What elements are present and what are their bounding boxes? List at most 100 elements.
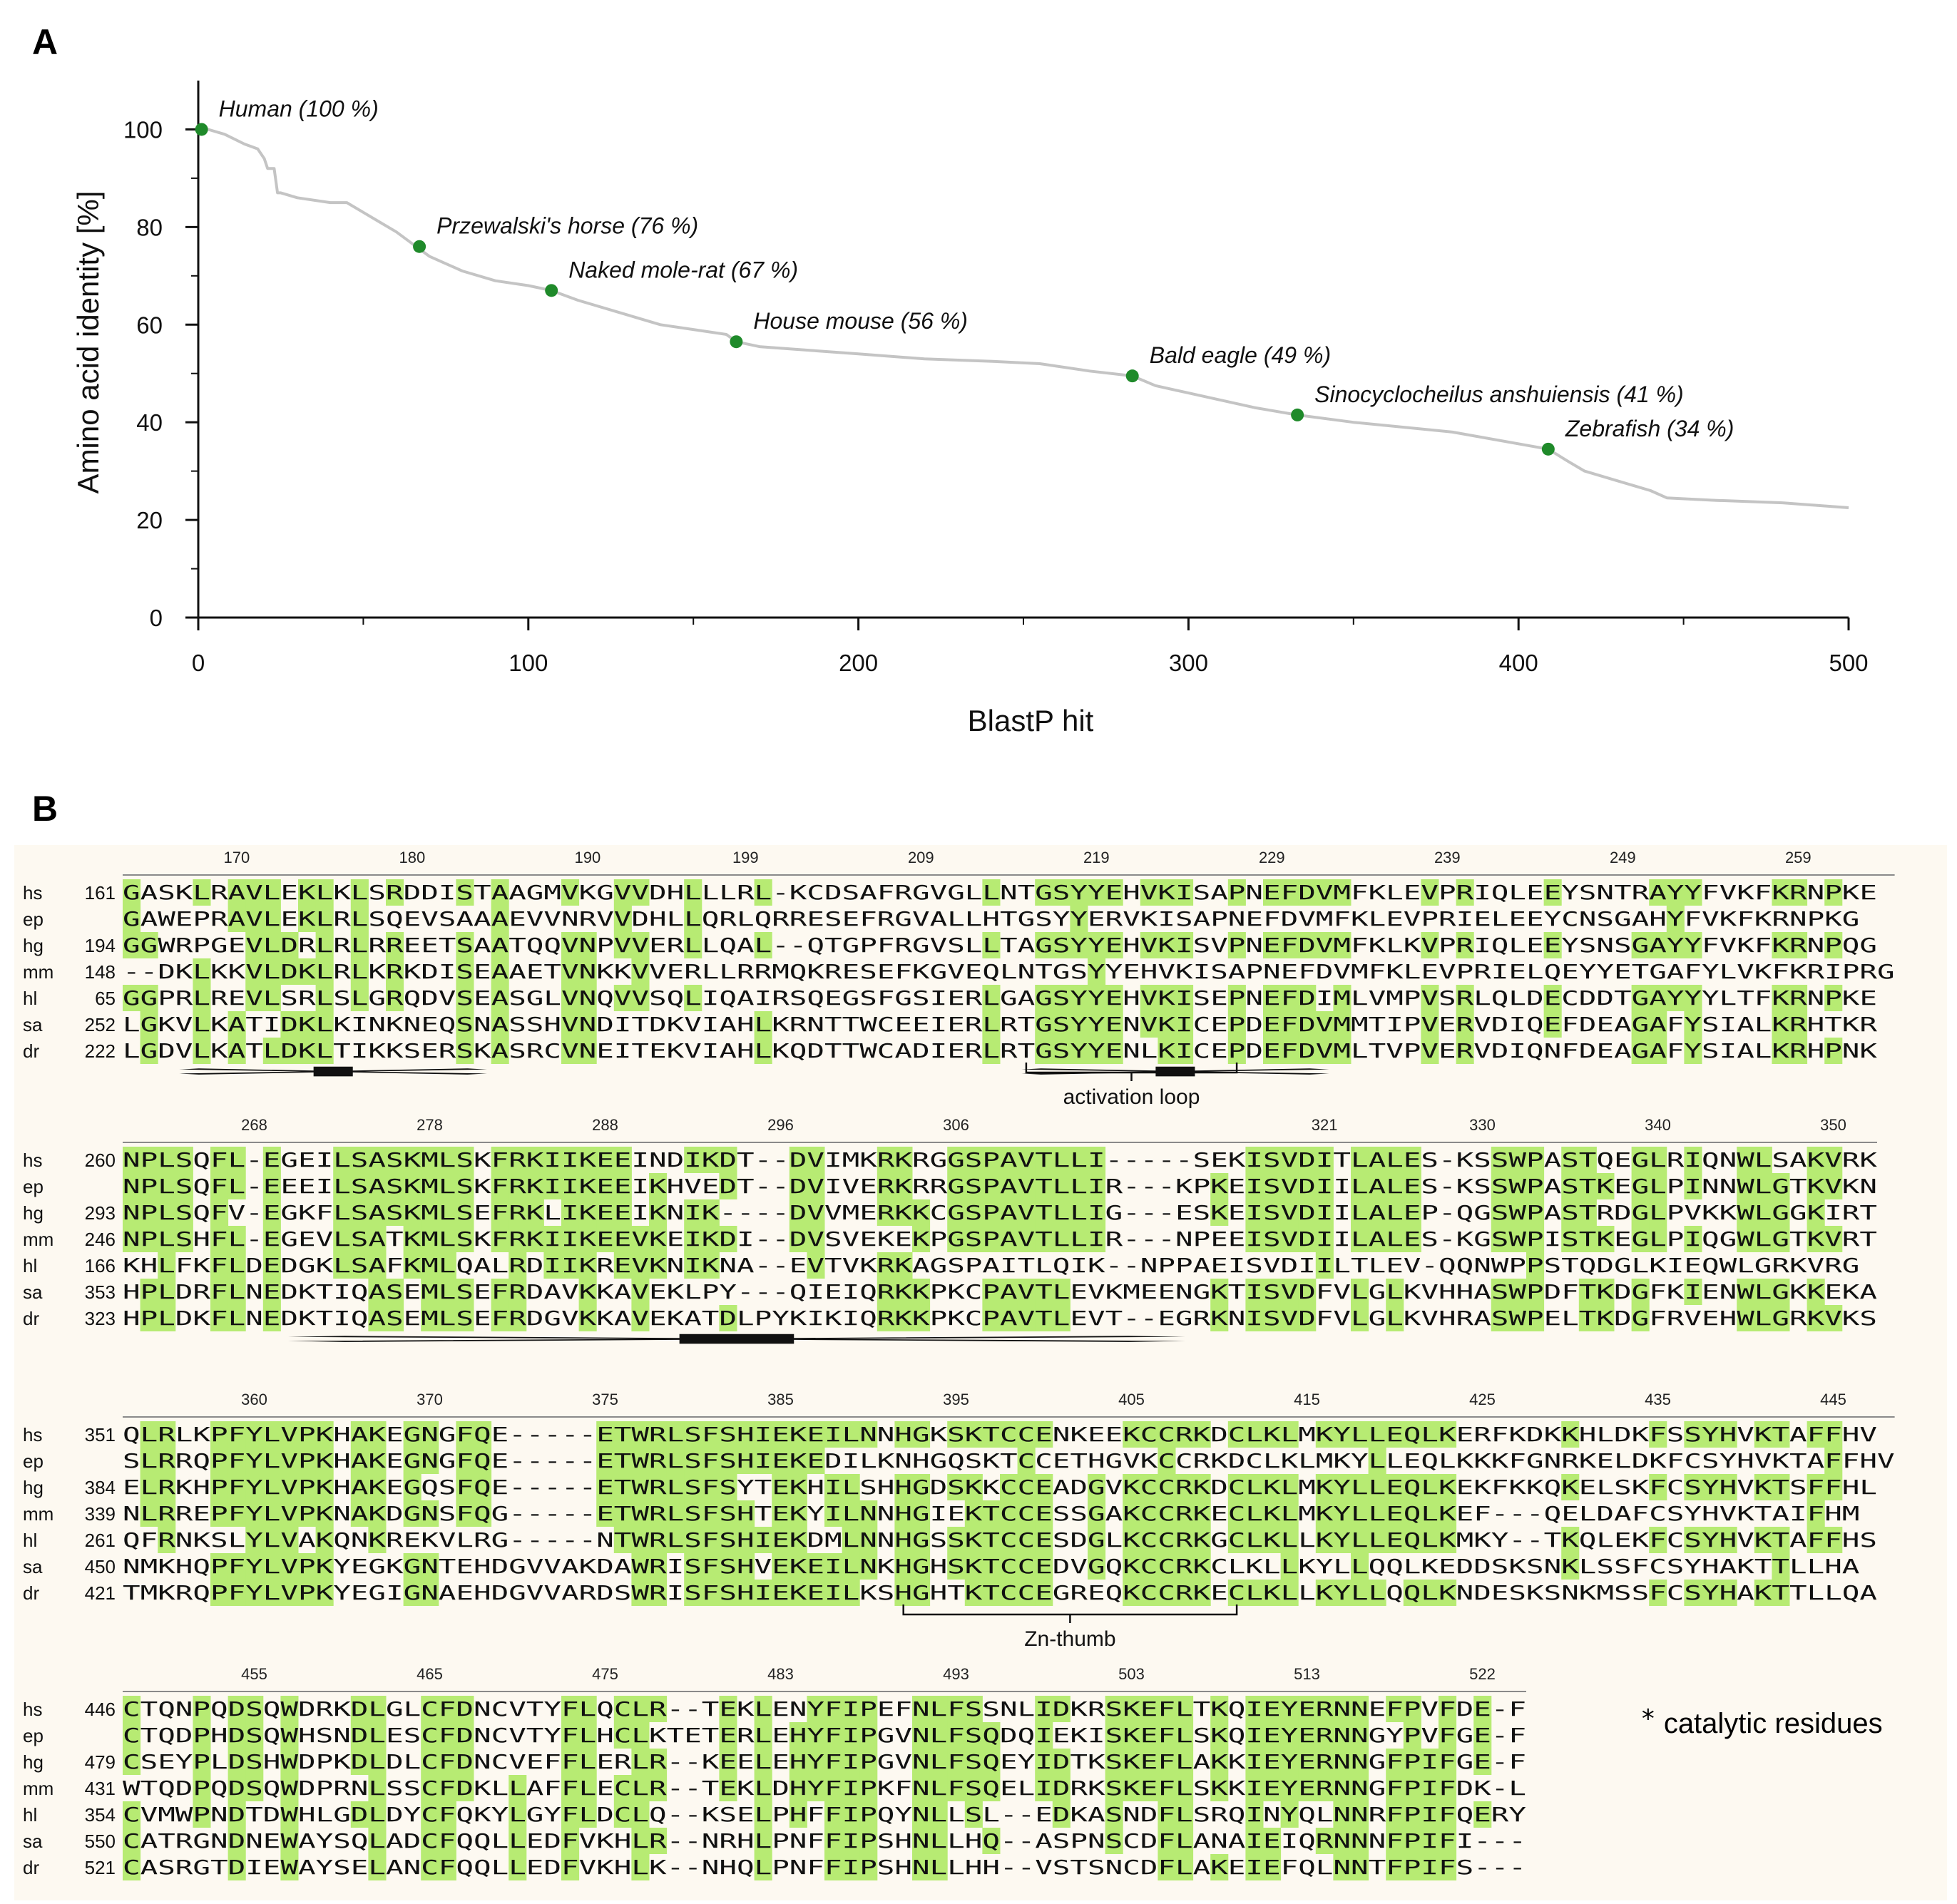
x-axis-label: BlastP hit (968, 704, 1094, 737)
residue-highlight (701, 1147, 720, 1173)
residue-highlight (1175, 1696, 1194, 1722)
residue-highlight (1052, 1038, 1071, 1064)
residue-highlight (964, 1527, 983, 1553)
residue-highlight (1175, 1421, 1194, 1448)
species-code: sa (23, 1556, 43, 1577)
residue-highlight (368, 1722, 387, 1749)
residue-highlight (1403, 1801, 1421, 1828)
residue-highlight (543, 1226, 562, 1252)
residue-highlight (1386, 1749, 1404, 1775)
start-position: 148 (85, 961, 116, 983)
residue-highlight (631, 1749, 650, 1775)
residue-highlight (719, 1305, 737, 1331)
residue-highlight (1227, 1038, 1246, 1064)
y-axis-label: Amino acid identity [%] (71, 191, 105, 494)
residue-highlight (1368, 1527, 1386, 1553)
residue-highlight (403, 1421, 421, 1448)
residue-highlight (280, 1527, 299, 1553)
residue-highlight (596, 1173, 615, 1199)
residue-highlight (1473, 1801, 1492, 1828)
residue-highlight (1631, 1038, 1650, 1064)
species-code: dr (23, 1040, 39, 1062)
residue-highlight (877, 1252, 895, 1279)
residue-highlight (210, 1279, 229, 1305)
residue-highlight (1070, 985, 1088, 1011)
residue-highlight (631, 1722, 650, 1749)
residue-highlight (1702, 1580, 1720, 1606)
residue-highlight (123, 1854, 141, 1880)
residue-highlight (1719, 1421, 1737, 1448)
residue-highlight (1192, 1527, 1211, 1553)
residue-highlight (789, 1500, 807, 1527)
sequence-text: QLRLKPFYLVPKHAKEGNGFQE-----ETWRLSFSHIEKE… (123, 1423, 1877, 1446)
residue-highlight (859, 1722, 878, 1749)
residue-highlight (947, 1474, 966, 1500)
residue-highlight (1158, 1749, 1176, 1775)
residue-highlight (1666, 906, 1685, 932)
residue-highlight (350, 1474, 369, 1500)
y-tick-label: 20 (136, 507, 163, 533)
residue-highlight (701, 1448, 720, 1474)
residue-highlight (1561, 1199, 1580, 1226)
residue-highlight (1421, 1527, 1439, 1553)
residue-highlight (701, 1421, 720, 1448)
residue-highlight (1333, 1500, 1351, 1527)
residue-highlight (421, 1448, 439, 1474)
residue-highlight (491, 1226, 509, 1252)
residue-highlight (1315, 879, 1334, 906)
residue-highlight (666, 1527, 685, 1553)
sequence-text: NPLSHFL-EGEVLSATKMLSKFRKIIKEEVKEIKDI--DV… (123, 1227, 1877, 1251)
residue-highlight (526, 1199, 544, 1226)
sequence-text: GAWEPRAVLEKLRLSQEVSAAAEVVNRVVDHLLQRLQRRE… (123, 907, 1859, 931)
residue-highlight (1315, 1226, 1334, 1252)
residue-highlight (1649, 1421, 1667, 1448)
ruler-number: 340 (1645, 1116, 1671, 1134)
ruler-number: 385 (767, 1391, 794, 1408)
residue-highlight (228, 1147, 246, 1173)
residue-highlight (1123, 1527, 1141, 1553)
residue-highlight (298, 1038, 317, 1064)
residue-highlight (1386, 1305, 1404, 1331)
residue-highlight (561, 1801, 580, 1828)
residue-highlight (1456, 879, 1474, 906)
residue-highlight (158, 1474, 176, 1500)
residue-highlight (1789, 985, 1808, 1011)
residue-highlight (1333, 1828, 1351, 1854)
residue-highlight (123, 1226, 141, 1252)
residue-highlight (1315, 1011, 1334, 1038)
residue-highlight (1210, 1279, 1229, 1305)
residue-highlight (350, 1147, 369, 1173)
residue-highlight (298, 1580, 317, 1606)
residue-highlight (1263, 932, 1282, 958)
residue-highlight (578, 1226, 597, 1252)
residue-highlight (1368, 1173, 1386, 1199)
residue-highlight (298, 906, 317, 932)
residue-highlight (1386, 1147, 1404, 1173)
residue-highlight (210, 1173, 229, 1199)
residue-highlight (245, 985, 264, 1011)
residue-highlight (789, 1722, 807, 1749)
residue-highlight (1386, 1279, 1404, 1305)
residue-highlight (368, 1775, 387, 1801)
residue-highlight (1000, 1305, 1018, 1331)
residue-highlight (1017, 1173, 1036, 1199)
residue-highlight (298, 879, 317, 906)
residue-highlight (1578, 1279, 1597, 1305)
residue-highlight (1789, 1011, 1808, 1038)
y-tick-label: 0 (150, 605, 163, 631)
residue-highlight (1052, 1801, 1071, 1828)
residue-highlight (350, 1801, 369, 1828)
residue-highlight (684, 1474, 702, 1500)
residue-highlight (193, 1011, 211, 1038)
residue-highlight (894, 1279, 913, 1305)
residue-highlight (947, 1749, 966, 1775)
residue-highlight (1017, 1580, 1036, 1606)
residue-highlight (421, 1854, 439, 1880)
residue-highlight (1263, 1305, 1282, 1331)
species-code: hg (23, 1751, 44, 1773)
residue-highlight (1386, 1527, 1404, 1553)
ruler-number: 483 (767, 1665, 794, 1683)
residue-highlight (1158, 1421, 1176, 1448)
residue-highlight (193, 1722, 211, 1749)
residue-highlight (1772, 1199, 1790, 1226)
